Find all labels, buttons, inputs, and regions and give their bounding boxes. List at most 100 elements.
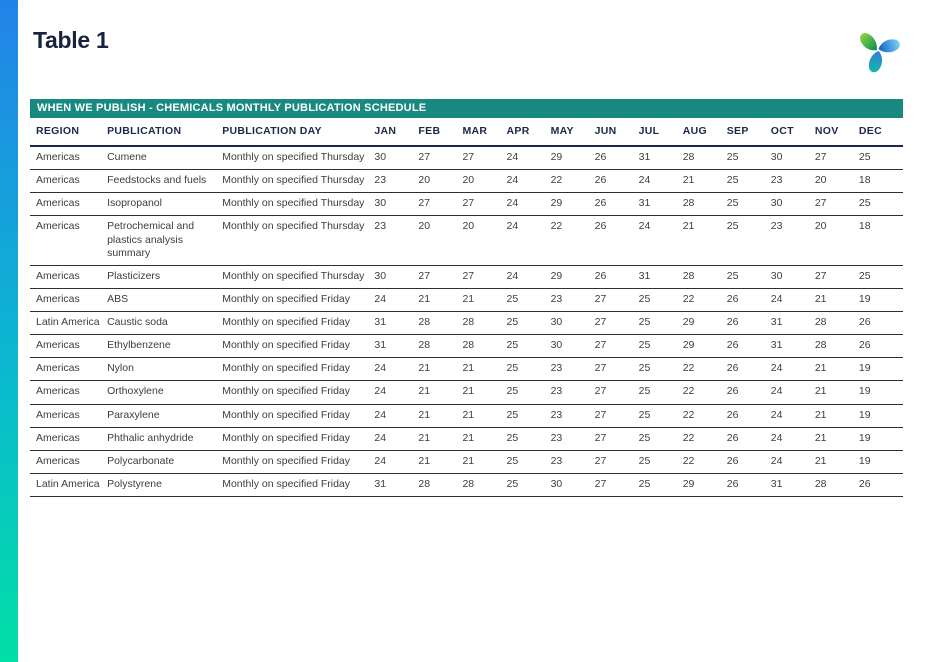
month-value-cell: 28 <box>814 334 859 359</box>
month-value-cell: 22 <box>682 427 727 451</box>
region-cell: Americas <box>30 288 108 313</box>
day-cell: Monthly on specified Friday <box>222 450 375 474</box>
month-value-cell: 23 <box>770 169 815 194</box>
month-value-cell: 27 <box>594 450 639 474</box>
month-value-cell: 21 <box>814 450 859 474</box>
month-value-cell: 30 <box>374 192 419 217</box>
month-value-cell: 24 <box>506 215 551 266</box>
month-value-cell: 27 <box>814 265 859 289</box>
month-value-cell: 25 <box>638 288 683 313</box>
month-value-cell: 18 <box>858 169 903 194</box>
month-value-cell: 24 <box>770 427 815 451</box>
table-row: Americas Polycarbonate Monthly on specifie… <box>30 450 903 474</box>
month-value-cell: 19 <box>858 288 903 313</box>
month-value-cell: 25 <box>726 265 771 289</box>
month-value-cell: 28 <box>418 311 463 336</box>
month-value-cell: 23 <box>550 450 595 474</box>
month-value-cell: 31 <box>770 334 815 359</box>
month-value-cell: 30 <box>770 146 815 171</box>
month-value-cell: 22 <box>682 380 727 405</box>
month-value-cell: 26 <box>594 146 639 171</box>
table-row: Americas Paraxylene Monthly on specified F… <box>30 404 903 428</box>
column-header: PUBLICATION <box>107 118 223 147</box>
month-value-cell: 30 <box>374 265 419 289</box>
month-value-cell: 21 <box>462 288 507 313</box>
month-value-cell: 25 <box>726 169 771 194</box>
month-value-cell: 21 <box>462 357 507 382</box>
month-value-cell: 25 <box>506 380 551 405</box>
day-cell: Monthly on specified Friday <box>222 311 375 336</box>
month-value-cell: 20 <box>462 215 507 266</box>
month-value-cell: 28 <box>418 334 463 359</box>
region-cell: Americas <box>30 215 108 266</box>
month-value-cell: 19 <box>858 450 903 474</box>
region-cell: Americas <box>30 450 108 474</box>
month-value-cell: 21 <box>462 380 507 405</box>
publication-cell: Plasticizers <box>107 265 223 289</box>
table-row: Americas Cumene Monthly on specified Thurs… <box>30 146 903 171</box>
month-value-cell: 24 <box>638 215 683 266</box>
month-value-cell: 24 <box>374 404 419 428</box>
table-row: Americas Isopropanol Monthly on specified … <box>30 192 903 217</box>
month-value-cell: 24 <box>506 265 551 289</box>
month-value-cell: 27 <box>594 427 639 451</box>
month-value-cell: 25 <box>858 192 903 217</box>
column-header: APR <box>506 118 551 147</box>
month-value-cell: 31 <box>374 311 419 336</box>
month-value-cell: 31 <box>770 473 815 498</box>
region-cell: Latin America <box>30 473 108 498</box>
month-value-cell: 28 <box>462 473 507 498</box>
month-value-cell: 21 <box>814 288 859 313</box>
month-value-cell: 21 <box>462 450 507 474</box>
publication-cell: Polycarbonate <box>107 450 223 474</box>
month-value-cell: 23 <box>374 169 419 194</box>
month-value-cell: 22 <box>682 288 727 313</box>
month-value-cell: 25 <box>726 146 771 171</box>
month-value-cell: 25 <box>506 311 551 336</box>
month-value-cell: 27 <box>462 265 507 289</box>
month-value-cell: 21 <box>418 450 463 474</box>
month-value-cell: 25 <box>506 357 551 382</box>
column-header: AUG <box>682 118 727 147</box>
month-value-cell: 29 <box>682 334 727 359</box>
region-cell: Americas <box>30 334 108 359</box>
month-value-cell: 28 <box>462 311 507 336</box>
column-header: MAY <box>550 118 595 147</box>
month-value-cell: 25 <box>506 404 551 428</box>
month-value-cell: 30 <box>770 265 815 289</box>
region-cell: Americas <box>30 192 108 217</box>
day-cell: Monthly on specified Thursday <box>222 192 375 217</box>
month-value-cell: 26 <box>726 427 771 451</box>
month-value-cell: 28 <box>418 473 463 498</box>
month-value-cell: 26 <box>726 473 771 498</box>
month-value-cell: 21 <box>418 288 463 313</box>
page-content: Table 1 WHEN WE PUBLISH - CHEMICALS MONT… <box>30 0 903 662</box>
month-value-cell: 26 <box>858 311 903 336</box>
month-value-cell: 24 <box>770 380 815 405</box>
month-value-cell: 27 <box>594 334 639 359</box>
table-header-row: REGION PUBLICATION PUBLICATION DAY JAN FEB MA… <box>30 118 903 147</box>
month-value-cell: 28 <box>682 146 727 171</box>
table-row: Americas Plasticizers Monthly on specified… <box>30 265 903 289</box>
month-value-cell: 21 <box>814 357 859 382</box>
month-value-cell: 27 <box>594 311 639 336</box>
month-value-cell: 27 <box>418 146 463 171</box>
schedule-banner: WHEN WE PUBLISH - CHEMICALS MONTHLY PUBL… <box>30 99 903 118</box>
region-cell: Americas <box>30 169 108 194</box>
publication-cell: Paraxylene <box>107 404 223 428</box>
month-value-cell: 24 <box>770 288 815 313</box>
month-value-cell: 23 <box>550 427 595 451</box>
month-value-cell: 23 <box>550 404 595 428</box>
month-value-cell: 21 <box>814 380 859 405</box>
month-value-cell: 19 <box>858 427 903 451</box>
month-value-cell: 26 <box>726 450 771 474</box>
month-value-cell: 24 <box>506 192 551 217</box>
day-cell: Monthly on specified Friday <box>222 380 375 405</box>
table-header: REGION PUBLICATION PUBLICATION DAY JAN FEB MA… <box>30 118 903 147</box>
month-value-cell: 27 <box>594 357 639 382</box>
month-value-cell: 24 <box>770 450 815 474</box>
publication-cell: Nylon <box>107 357 223 382</box>
region-cell: Americas <box>30 265 108 289</box>
month-value-cell: 22 <box>550 215 595 266</box>
month-value-cell: 25 <box>858 265 903 289</box>
